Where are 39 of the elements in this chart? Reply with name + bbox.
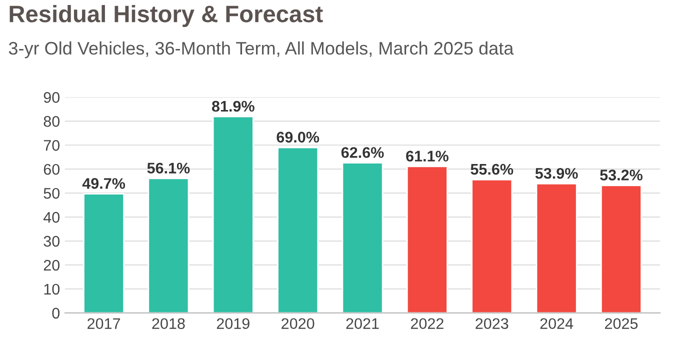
x-tick-label: 2024	[540, 318, 574, 330]
bar	[83, 193, 125, 313]
bar	[536, 183, 578, 313]
bar	[471, 178, 513, 313]
x-tick-label: 2020	[282, 318, 314, 330]
y-tick-label: 70	[44, 140, 60, 151]
bar	[277, 146, 319, 313]
data-label: 53.9%	[535, 168, 578, 179]
x-tick-label: 2021	[346, 318, 379, 330]
x-tick-label: 2017	[88, 318, 120, 330]
data-label: 69.0%	[276, 132, 320, 143]
y-tick-label: 90	[44, 92, 60, 103]
bar	[342, 162, 384, 313]
data-label: 62.6%	[341, 147, 384, 158]
chart-subtitle: 3-yr Old Vehicles, 36-Month Term, All Models, March 2025 data	[8, 41, 514, 58]
y-tick-label: 10	[44, 284, 60, 295]
y-tick-label: 40	[43, 212, 60, 223]
chart-title: Residual History & Forecast	[10, 5, 323, 28]
x-tick-label: 2023	[476, 318, 508, 330]
data-label: 55.6%	[470, 164, 514, 175]
data-label: 61.1%	[406, 150, 448, 162]
data-label: 49.7%	[82, 178, 126, 189]
bar	[212, 116, 254, 313]
bar	[406, 166, 448, 313]
y-tick-label: 0	[52, 308, 60, 319]
y-tick-label: 20	[44, 260, 60, 271]
x-tick-label: 2022	[410, 318, 444, 330]
x-tick-label: 2025	[605, 318, 638, 330]
y-tick-label: 30	[44, 236, 60, 247]
y-tick-label: 50	[44, 188, 60, 199]
x-tick-label: 2018	[152, 318, 185, 330]
bar	[148, 178, 190, 313]
data-label: 81.9%	[212, 100, 254, 112]
x-tick-label: 2019	[216, 318, 250, 330]
data-label: 53.2%	[600, 170, 643, 180]
data-label: 56.1%	[147, 162, 190, 174]
y-tick-label: 80	[44, 116, 60, 127]
bar	[600, 184, 642, 313]
y-tick-label: 60	[44, 164, 60, 175]
